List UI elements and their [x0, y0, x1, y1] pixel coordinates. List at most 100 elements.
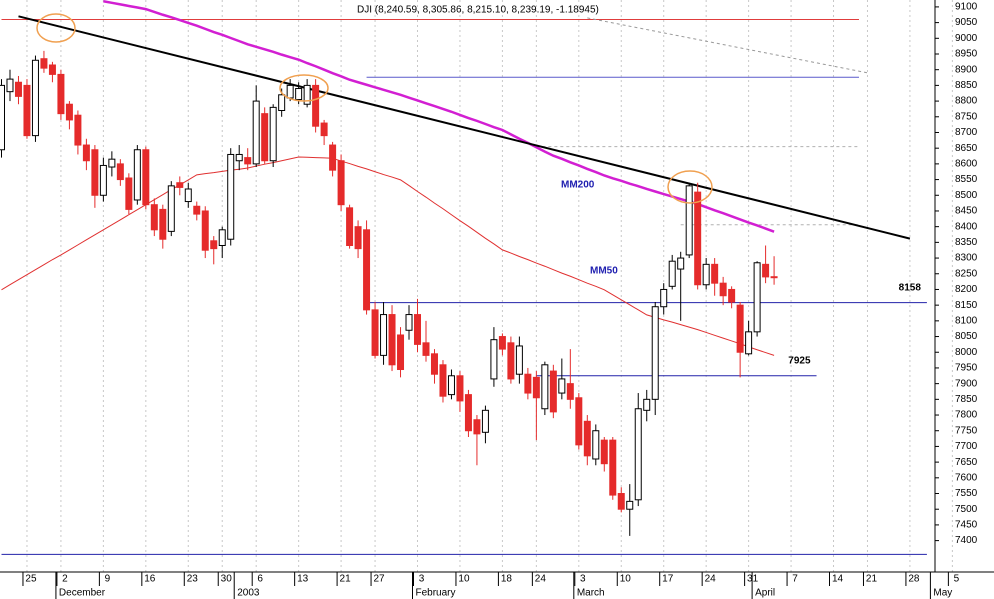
moving-average [103, 0, 775, 233]
y-tick-label: 8850 [955, 80, 978, 91]
candle-body [430, 353, 438, 375]
y-tick-label: 8900 [955, 64, 978, 75]
x-tick-label: 9 [105, 574, 111, 585]
candle-body [583, 420, 591, 457]
candle-body [346, 207, 354, 247]
y-tick-label: 8950 [955, 49, 978, 60]
candle-body [617, 493, 625, 510]
candle-body [762, 263, 770, 278]
candle-body [736, 304, 744, 353]
candle-body [481, 409, 489, 433]
candle-body [677, 257, 685, 270]
y-tick-label: 7550 [955, 488, 978, 499]
candle-body [456, 375, 464, 402]
candle-body [176, 182, 184, 188]
candle-body [464, 394, 472, 432]
y-tick-label: 7900 [955, 378, 978, 389]
candle-body [108, 158, 116, 168]
plot-area [0, 0, 927, 555]
candle-body [218, 229, 226, 247]
x-tick-label: 23 [187, 574, 199, 585]
candle-body [719, 282, 727, 297]
candle-body [0, 84, 5, 151]
candle-body [473, 419, 481, 435]
candle-body [210, 240, 218, 250]
candle-body [312, 84, 320, 127]
candle-body [286, 84, 294, 99]
candle-body [490, 339, 498, 380]
x-tick-label: 3 [419, 574, 425, 585]
candle-body [201, 210, 209, 251]
candle-body [498, 336, 506, 350]
candle-body [14, 81, 22, 97]
x-tick-label: 10 [620, 574, 632, 585]
moving-average [1, 156, 775, 356]
x-tick-label: 16 [144, 574, 156, 585]
candle-body [133, 149, 141, 201]
candle-body [31, 59, 39, 137]
candle-body [125, 177, 133, 210]
candle-body [566, 383, 574, 400]
month-label: December [59, 588, 106, 599]
candle-body [532, 376, 540, 399]
x-tick-label: 24 [535, 574, 547, 585]
candle-body [6, 78, 14, 93]
candle-body [40, 58, 48, 69]
candle-body [643, 398, 651, 411]
month-label: February [416, 588, 456, 599]
y-tick-label: 8700 [955, 127, 978, 138]
candle-body [397, 334, 405, 371]
candle-body [626, 500, 634, 510]
y-tick-label: 7800 [955, 410, 978, 421]
candle-body [515, 345, 523, 375]
candle-body [354, 226, 362, 250]
highlight-circle [279, 74, 329, 102]
candle-body [414, 314, 422, 345]
candle-body [142, 149, 150, 206]
x-tick-label: 21 [340, 574, 352, 585]
x-tick-label: 14 [832, 574, 844, 585]
candle-body [252, 100, 260, 165]
y-tick-label: 9100 [955, 2, 978, 13]
y-tick-label: 8800 [955, 96, 978, 107]
y-tick-label: 7950 [955, 363, 978, 374]
x-tick-label: 25 [25, 574, 37, 585]
x-tick-label: 6 [257, 574, 263, 585]
y-tick-label: 8600 [955, 159, 978, 170]
candle-body [685, 185, 693, 256]
y-tick-label: 7700 [955, 441, 978, 452]
candle-body [609, 439, 617, 496]
candle-body [524, 373, 532, 394]
month-label: April [755, 588, 775, 599]
candle-body [74, 114, 82, 146]
y-tick-label: 8500 [955, 190, 978, 201]
candle-body [507, 342, 515, 380]
x-tick-label: 30 [221, 574, 233, 585]
candle-body [363, 229, 371, 311]
x-tick-label: 28 [908, 574, 920, 585]
candle-body [167, 185, 175, 232]
y-tick-label: 8550 [955, 174, 978, 185]
ma-label: MM50 [590, 266, 618, 277]
candle-body [651, 306, 659, 400]
candle-body [728, 288, 736, 303]
candle-body [337, 160, 345, 206]
y-tick-label: 7600 [955, 472, 978, 483]
candle-body [388, 314, 396, 366]
highlight-circle [36, 13, 76, 43]
x-tick-label: 21 [866, 574, 878, 585]
candle-body [91, 149, 99, 196]
candle-body [48, 64, 56, 75]
y-tick-label: 8050 [955, 331, 978, 342]
candle-body [57, 73, 65, 115]
candle-body [235, 153, 243, 162]
y-tick-label: 8300 [955, 253, 978, 264]
y-tick-label: 8000 [955, 347, 978, 358]
level-label: 8158 [899, 282, 922, 293]
x-tick-label: 10 [458, 574, 470, 585]
candle-body [770, 276, 778, 279]
y-tick-label: 7650 [955, 457, 978, 468]
candle-body [711, 263, 719, 284]
